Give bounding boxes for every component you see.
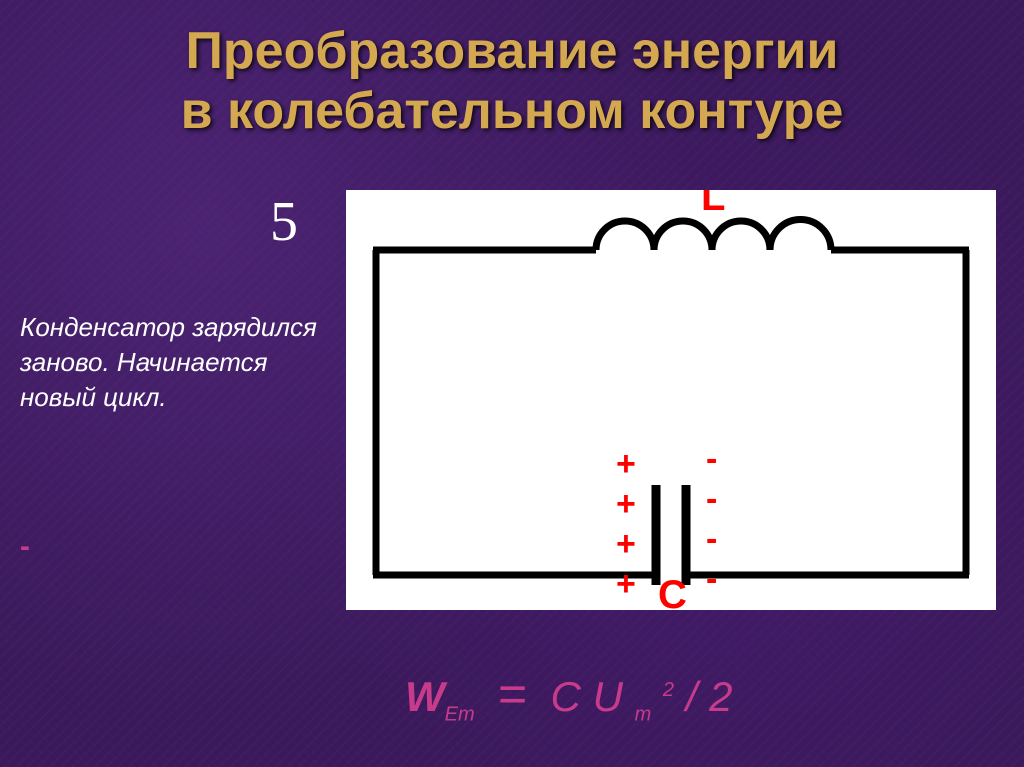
title-line-1: Преобразование энергии bbox=[0, 22, 1024, 82]
charge-minus: - bbox=[706, 520, 717, 558]
inductor-label: L bbox=[701, 190, 725, 219]
step-number: 5 bbox=[270, 190, 298, 254]
formula-sup2: 2 bbox=[663, 679, 674, 701]
capacitor-label: C bbox=[658, 573, 687, 610]
slide-title: Преобразование энергии в колебательном к… bbox=[0, 0, 1024, 142]
formula-u: U bbox=[593, 673, 623, 720]
formula-eq: = bbox=[498, 666, 527, 722]
formula-slash: / bbox=[686, 673, 698, 720]
charge-plus: + bbox=[616, 485, 636, 523]
charge-minus: - bbox=[706, 440, 717, 478]
charge-plus: + bbox=[616, 445, 636, 483]
circuit-svg: L C + + + + - - - - bbox=[346, 190, 996, 610]
circuit-diagram: L C + + + + - - - - bbox=[346, 190, 996, 610]
formula-c: C bbox=[551, 673, 581, 720]
formula-two2: 2 bbox=[709, 673, 732, 720]
dash-marker: - bbox=[20, 530, 30, 564]
charge-plus: + bbox=[616, 525, 636, 563]
formula-m: m bbox=[635, 703, 652, 725]
charge-minus: - bbox=[706, 480, 717, 518]
formula-em: Em bbox=[445, 703, 475, 725]
description-text: Конденсатор зарядился заново. Начинается… bbox=[20, 310, 330, 415]
charge-minus: - bbox=[706, 560, 717, 598]
title-line-2: в колебательном контуре bbox=[0, 82, 1024, 142]
charge-plus: + bbox=[616, 565, 636, 603]
formula-w: W bbox=[405, 673, 445, 720]
energy-formula: WEm = C U m 2 / 2 bbox=[405, 665, 732, 726]
